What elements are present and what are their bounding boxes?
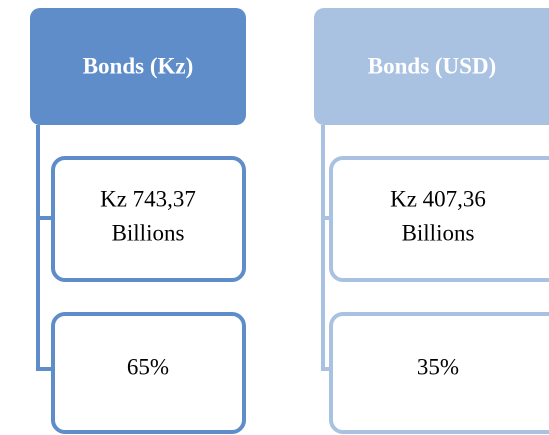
header-box — [314, 8, 549, 125]
item-text: Kz 743,37 — [100, 186, 196, 211]
item-text: 65% — [127, 354, 169, 379]
item-text: Kz 407,36 — [390, 186, 486, 211]
item-box — [329, 312, 549, 434]
item-box — [51, 312, 246, 434]
item-box — [51, 156, 246, 282]
item-text: Billions — [402, 220, 475, 245]
header-title: Bonds (USD) — [368, 53, 496, 78]
header-title: Bonds (Kz) — [83, 53, 194, 78]
item-text: Billions — [112, 220, 185, 245]
header-box — [30, 8, 246, 125]
item-box — [329, 156, 549, 282]
item-text: 35% — [417, 354, 459, 379]
